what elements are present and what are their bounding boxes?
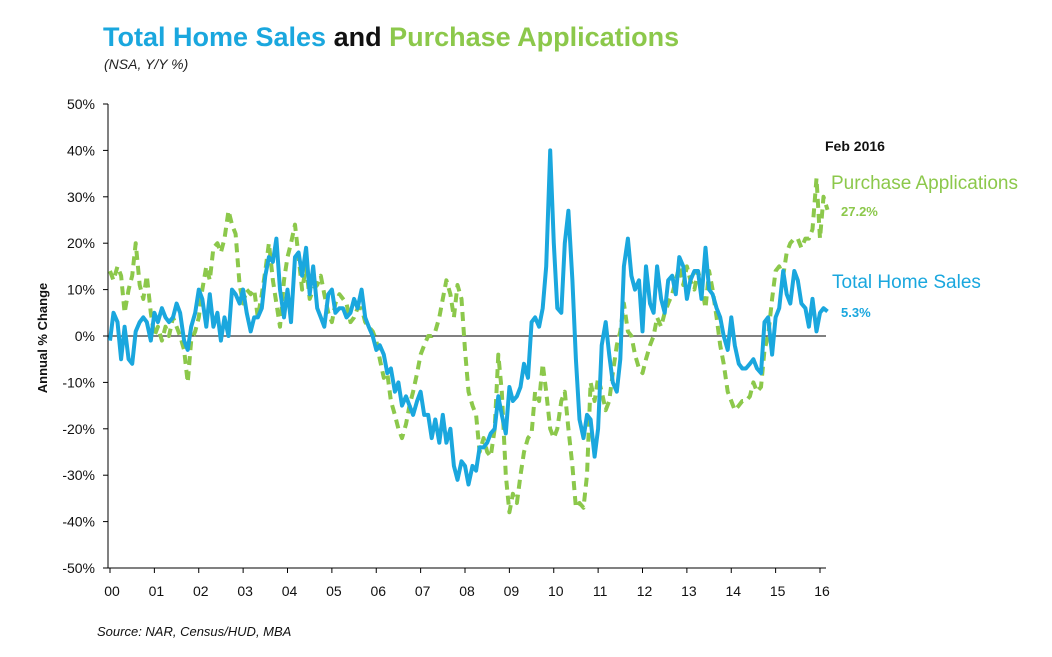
chart-subtitle: (NSA, Y/Y %) bbox=[104, 56, 189, 72]
title-and: and bbox=[326, 22, 390, 52]
x-tick-label: 15 bbox=[770, 583, 786, 599]
y-axis-label: Annual % Change bbox=[35, 283, 50, 394]
y-tick-label: 50% bbox=[67, 96, 95, 112]
x-tick-label: 14 bbox=[725, 583, 741, 599]
annotation-home-label: Total Home Sales bbox=[832, 272, 981, 293]
y-tick-label: -50% bbox=[62, 560, 95, 576]
x-tick-label: 08 bbox=[459, 583, 475, 599]
x-tick-label: 03 bbox=[237, 583, 253, 599]
x-tick-label: 10 bbox=[548, 583, 564, 599]
y-tick-label: 40% bbox=[67, 142, 95, 158]
annotation-purchase-label: Purchase Applications bbox=[831, 173, 1018, 194]
x-tick-label: 09 bbox=[504, 583, 520, 599]
source-note: Source: NAR, Census/HUD, MBA bbox=[97, 624, 292, 639]
annotation-home-value: 5.3% bbox=[841, 305, 871, 320]
x-tick-label: 05 bbox=[326, 583, 342, 599]
x-tick-label: 01 bbox=[149, 583, 165, 599]
y-tick-label: 0% bbox=[75, 328, 95, 344]
x-tick-label: 06 bbox=[370, 583, 386, 599]
y-tick-label: -10% bbox=[62, 374, 95, 390]
title-purchase-apps: Purchase Applications bbox=[389, 22, 680, 52]
annotation-purchase-value: 27.2% bbox=[841, 204, 878, 219]
chart-title: Total Home Sales and Purchase Applicatio… bbox=[103, 22, 679, 53]
y-tick-label: -30% bbox=[62, 467, 95, 483]
x-tick-label: 11 bbox=[593, 583, 608, 599]
series-line-total-home-sales bbox=[108, 148, 829, 487]
y-tick-label: -20% bbox=[62, 421, 95, 437]
x-tick-label: 04 bbox=[282, 583, 298, 599]
title-home-sales: Total Home Sales bbox=[103, 22, 327, 52]
annotation-date: Feb 2016 bbox=[825, 138, 885, 154]
y-tick-label: 10% bbox=[67, 282, 95, 298]
y-tick-label: 30% bbox=[67, 189, 95, 205]
y-tick-label: -40% bbox=[62, 514, 95, 530]
x-tick-label: 00 bbox=[104, 583, 120, 599]
x-tick-label: 07 bbox=[415, 583, 431, 599]
x-tick-label: 12 bbox=[637, 583, 653, 599]
x-tick-label: 02 bbox=[193, 583, 209, 599]
x-tick-label: 16 bbox=[814, 583, 830, 599]
series-line-purchase-applications bbox=[108, 176, 830, 515]
x-tick-label: 13 bbox=[681, 583, 697, 599]
y-tick-label: 20% bbox=[67, 235, 95, 251]
